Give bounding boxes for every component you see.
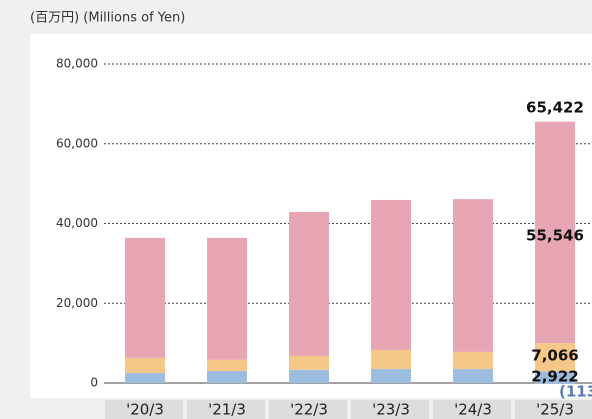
bar-segment: [371, 199, 411, 350]
x-tick-label: '22/3: [290, 401, 328, 419]
bar-segment: [207, 359, 247, 372]
x-tick-label: '24/3: [454, 401, 492, 419]
y-tick-label: 0: [90, 376, 98, 390]
category-box: [269, 400, 347, 419]
x-tick-label: '25/3: [536, 401, 574, 419]
bar-segment: [535, 371, 575, 383]
category-box: [515, 400, 592, 419]
bar-segment: [207, 371, 247, 383]
bar-segment: [371, 349, 411, 370]
x-tick-label: '21/3: [208, 401, 246, 419]
category-box: [351, 400, 429, 419]
bar-segment: [289, 369, 329, 383]
total-label: 65,422: [526, 99, 584, 117]
bar-segment: [453, 199, 493, 352]
x-tick-label: '20/3: [126, 401, 164, 419]
y-tick-label: 20,000: [56, 296, 98, 310]
bar-segment: [289, 355, 329, 370]
data-label: 7,066: [531, 347, 578, 365]
bar-segment: [207, 237, 247, 360]
category-box: [433, 400, 511, 419]
bar-segment: [125, 373, 165, 383]
y-tick-label: 60,000: [56, 136, 98, 150]
bar-segment: [125, 237, 165, 358]
y-tick-label: 80,000: [56, 57, 98, 71]
x-tick-label: '23/3: [372, 401, 410, 419]
bar-segment: [125, 357, 165, 374]
y-tick-label: 40,000: [56, 216, 98, 230]
category-box: [105, 400, 183, 419]
bar-segment: [535, 383, 575, 384]
bar-segment: [453, 369, 493, 383]
chart-subtitle: (百万円) (Millions of Yen): [30, 11, 185, 26]
bar-segment: [371, 369, 411, 383]
category-box: [187, 400, 265, 419]
bar-segment: [535, 121, 575, 344]
bar-segment: [535, 343, 575, 372]
data-label: 2,922: [531, 368, 578, 386]
data-label: 55,546: [526, 227, 584, 245]
data-label: (113: [559, 383, 592, 401]
bar-segment: [453, 351, 493, 370]
bar-segment: [289, 211, 329, 356]
